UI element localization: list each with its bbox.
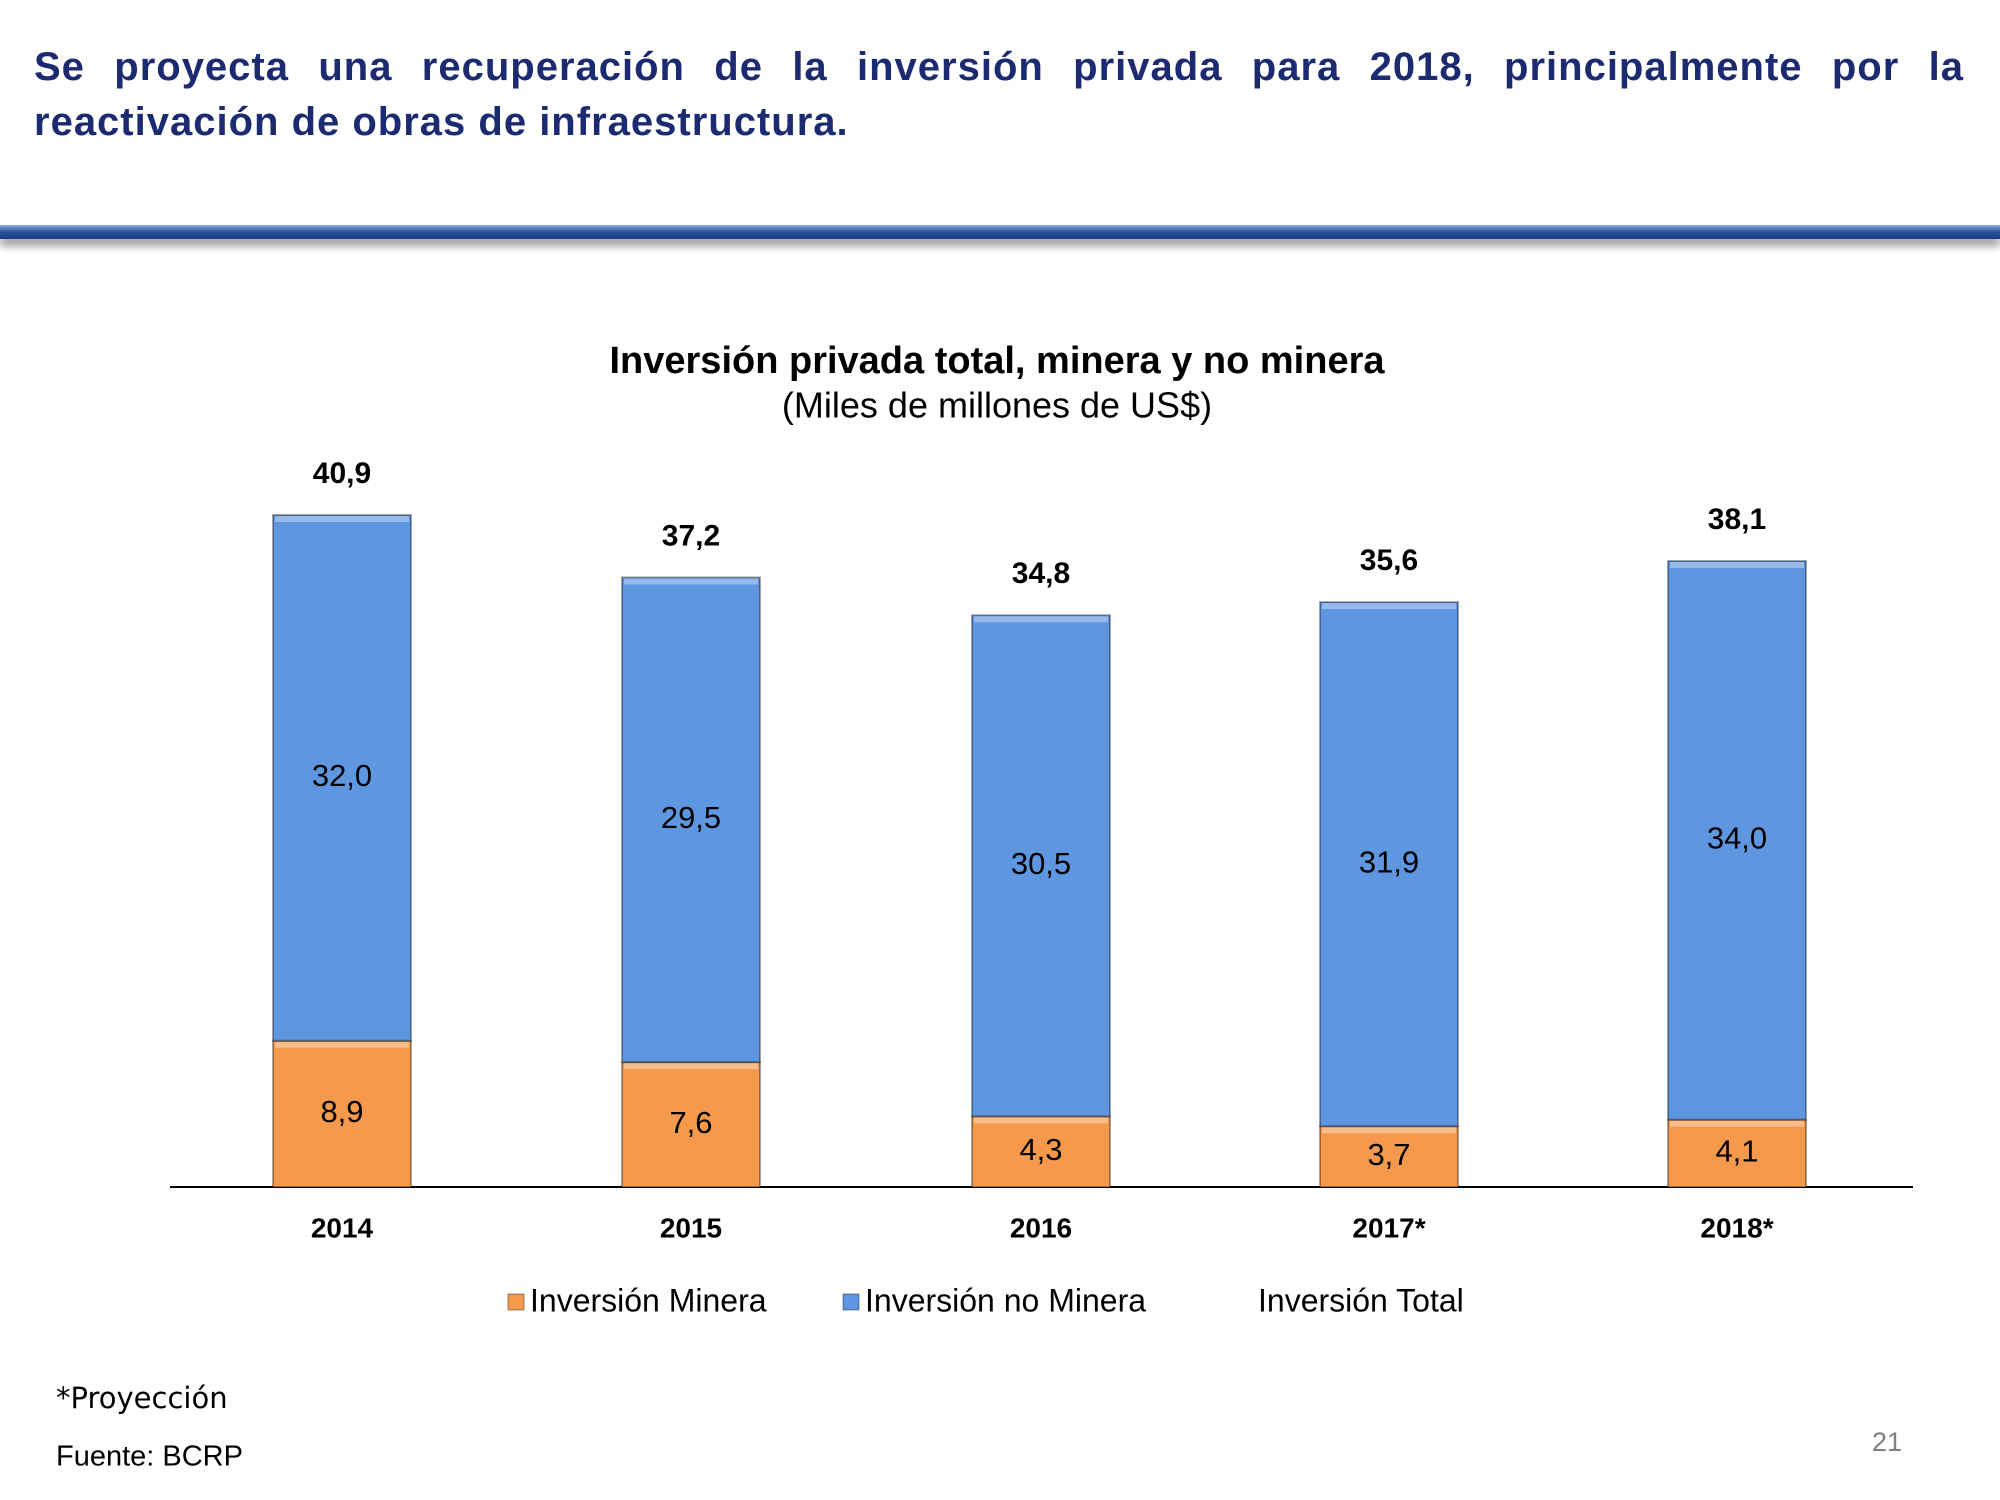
bar-segment xyxy=(1319,601,1459,1128)
slide-title: Se proyecta una recuperación de la inver… xyxy=(34,45,1964,144)
bar-highlight xyxy=(275,516,409,522)
total-label: 37,2 xyxy=(662,519,720,552)
chart-subtitle: (Miles de millones de US$) xyxy=(782,385,1212,426)
x-tick-label: 2017* xyxy=(1352,1212,1425,1243)
header-rule xyxy=(0,225,2000,239)
value-label: 3,7 xyxy=(1367,1137,1410,1172)
value-label: 34,0 xyxy=(1707,821,1767,856)
bar-highlight xyxy=(624,578,758,585)
legend-marker xyxy=(842,1293,860,1311)
value-label: 30,5 xyxy=(1011,846,1071,881)
x-tick-label: 2014 xyxy=(311,1212,374,1243)
x-tick-label: 2016 xyxy=(1010,1212,1072,1243)
x-tick-label: 2015 xyxy=(660,1212,722,1243)
footnote: *Proyección xyxy=(56,1381,228,1415)
value-label: 8,9 xyxy=(320,1094,363,1129)
legend-label: Inversión Minera xyxy=(530,1282,767,1318)
x-tick-label: 2018* xyxy=(1700,1212,1773,1243)
source: Fuente: BCRP xyxy=(56,1441,243,1473)
value-label: 7,6 xyxy=(669,1105,712,1140)
value-label: 29,5 xyxy=(661,800,721,835)
bar-highlight xyxy=(974,616,1108,623)
value-label: 4,3 xyxy=(1019,1132,1062,1167)
bar-segment xyxy=(1667,560,1807,1121)
chart-title: Inversión privada total, minera y no min… xyxy=(609,340,1385,382)
bar-segment xyxy=(971,614,1111,1118)
total-label: 40,9 xyxy=(313,457,371,490)
total-label: 38,1 xyxy=(1708,503,1766,536)
bar-highlight xyxy=(275,1041,409,1048)
bar-highlight xyxy=(1322,603,1456,610)
bar-segment xyxy=(621,576,761,1064)
bar-segment xyxy=(621,1061,761,1189)
bar-highlight xyxy=(1322,1127,1456,1134)
value-label: 4,1 xyxy=(1715,1134,1758,1169)
total-label: 34,8 xyxy=(1012,557,1070,590)
bar-highlight xyxy=(624,1063,758,1070)
bar-highlight xyxy=(1670,562,1804,569)
legend-marker xyxy=(507,1293,525,1311)
bar-segment xyxy=(971,1115,1111,1188)
bar-segment xyxy=(1667,1118,1807,1189)
legend-label: Inversión no Minera xyxy=(865,1282,1146,1318)
bar-highlight xyxy=(974,1117,1108,1124)
bar-segment xyxy=(1319,1125,1459,1188)
value-label: 32,0 xyxy=(312,758,372,793)
page-number: 21 xyxy=(1872,1427,1902,1457)
legend-label: Inversión Total xyxy=(1258,1282,1464,1318)
bar-segment xyxy=(272,514,412,1042)
bar-highlight xyxy=(1670,1120,1804,1127)
value-label: 31,9 xyxy=(1359,844,1419,879)
total-label: 35,6 xyxy=(1360,544,1418,577)
